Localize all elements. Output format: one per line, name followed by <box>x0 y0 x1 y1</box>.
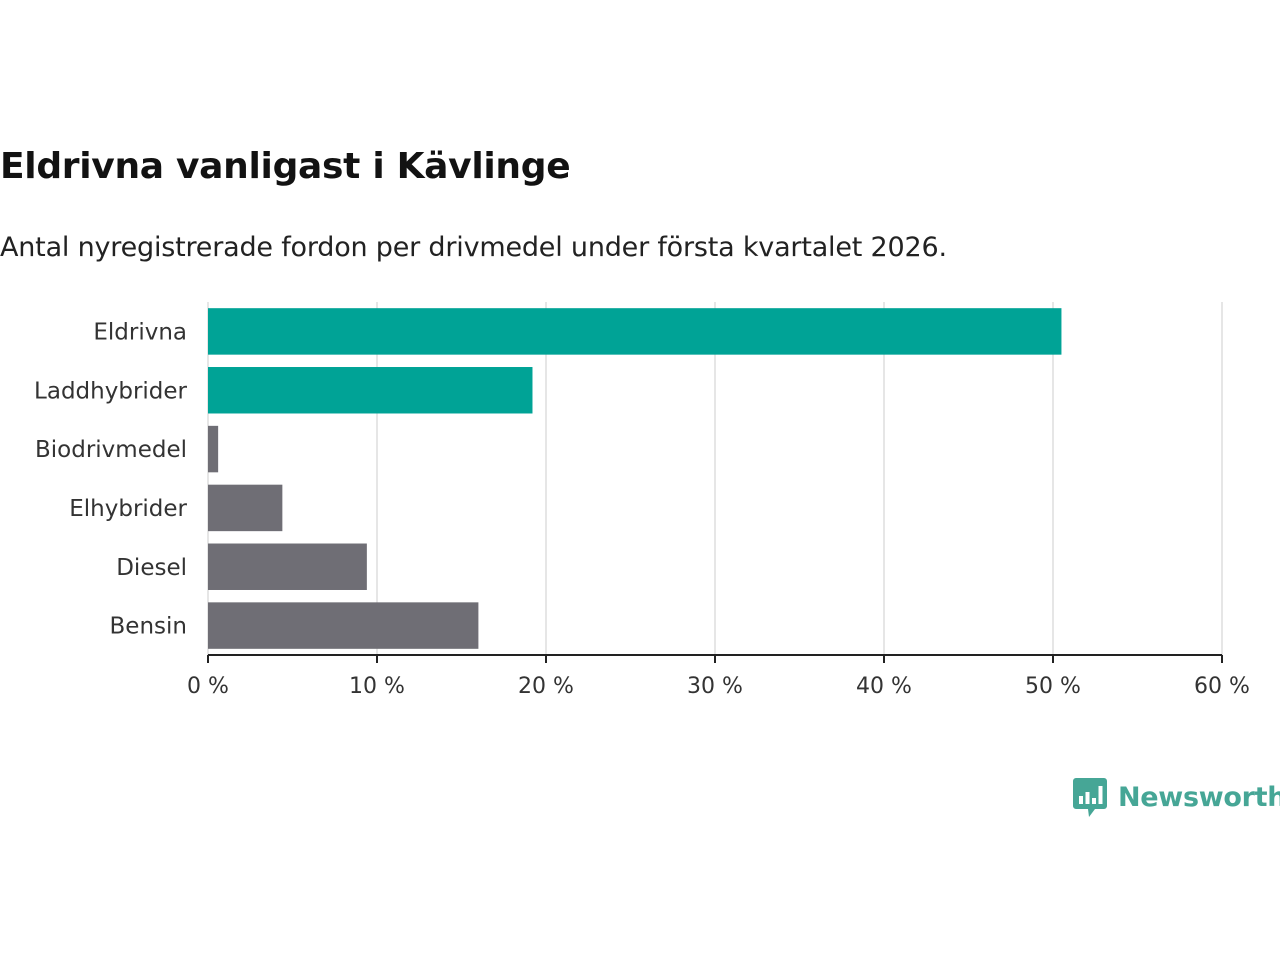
category-label: Bensin <box>110 614 187 640</box>
category-label: Elhybrider <box>69 496 187 522</box>
x-tick-label: 20 % <box>518 674 574 699</box>
bar-bensin <box>208 602 479 649</box>
newsworthy-logo-icon <box>1073 778 1107 817</box>
gridlines <box>207 302 1223 655</box>
bar-eldrivna <box>208 308 1062 355</box>
x-tick-label: 30 % <box>687 674 743 699</box>
chart-title: Eldrivna vanligast i Kävlinge <box>0 146 571 187</box>
category-label: Laddhybrider <box>34 378 187 404</box>
bar-elhybrider <box>208 484 283 532</box>
x-tick-label: 10 % <box>349 674 405 699</box>
bar-diesel <box>208 543 367 590</box>
x-tick-label: 50 % <box>1025 674 1081 699</box>
x-tick-label: 40 % <box>856 674 912 699</box>
newsworthy-logo-text: Newsworthy <box>1118 781 1280 813</box>
x-tick-label: 0 % <box>187 674 229 699</box>
bar-laddhybrider <box>208 367 533 414</box>
bar-chart: Eldrivna Laddhybrider Biodrivmedel Elhybrid… <box>34 302 1250 699</box>
x-axis: 0 % 10 % 20 % 30 % 40 % 50 % 60 % <box>187 654 1250 699</box>
bars <box>208 308 1062 649</box>
category-label: Eldrivna <box>93 319 187 345</box>
newsworthy-logo: Newsworthy <box>1072 776 1280 818</box>
category-label: Biodrivmedel <box>35 437 187 463</box>
x-tick-label: 60 % <box>1194 674 1250 699</box>
category-labels: Eldrivna Laddhybrider Biodrivmedel Elhybrid… <box>34 319 187 639</box>
category-label: Diesel <box>116 555 187 581</box>
bar-biodrivmedel <box>208 425 219 473</box>
chart-subtitle: Antal nyregistrerade fordon per drivmede… <box>0 232 947 263</box>
